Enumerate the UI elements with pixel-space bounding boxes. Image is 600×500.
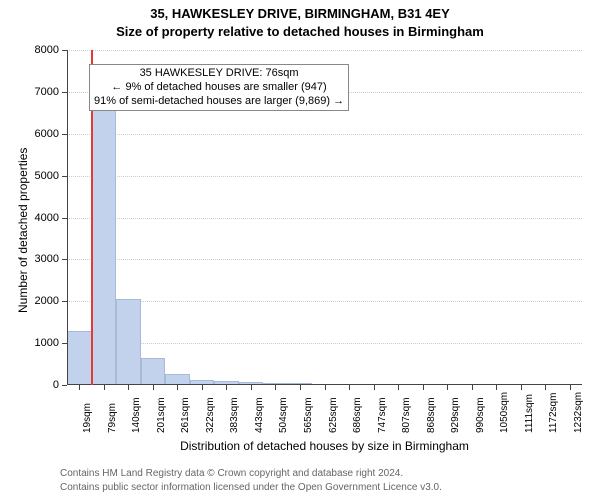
xtick-label: 79sqm — [107, 403, 118, 433]
x-axis-label: Distribution of detached houses by size … — [67, 439, 582, 453]
ytick-label: 7000 — [0, 86, 59, 98]
xtick-mark — [226, 385, 227, 390]
ytick-label: 0 — [0, 379, 59, 391]
ytick-mark — [62, 92, 67, 93]
ytick-label: 2000 — [0, 295, 59, 307]
chart-container: 35, HAWKESLEY DRIVE, BIRMINGHAM, B31 4EY… — [0, 0, 600, 500]
annotation-line: ← 9% of detached houses are smaller (947… — [94, 81, 344, 95]
ytick-label: 1000 — [0, 337, 59, 349]
gridline — [67, 134, 582, 135]
annotation-line: 91% of semi-detached houses are larger (… — [94, 95, 344, 109]
chart-title-line2: Size of property relative to detached ho… — [0, 24, 600, 39]
annotation-line: 35 HAWKESLEY DRIVE: 76sqm — [94, 67, 344, 81]
xtick-label: 1172sqm — [548, 393, 559, 433]
xtick-label: 1111sqm — [524, 394, 535, 433]
xtick-label: 929sqm — [450, 397, 461, 433]
xtick-mark — [423, 385, 424, 390]
chart-title-line1: 35, HAWKESLEY DRIVE, BIRMINGHAM, B31 4EY — [0, 6, 600, 21]
histogram-bar — [141, 358, 166, 385]
ytick-label: 4000 — [0, 212, 59, 224]
xtick-mark — [545, 385, 546, 390]
xtick-label: 19sqm — [82, 403, 93, 433]
xtick-label: 868sqm — [426, 397, 437, 433]
ytick-mark — [62, 50, 67, 51]
xtick-label: 625sqm — [328, 397, 339, 433]
xtick-label: 322sqm — [205, 397, 216, 433]
xtick-label: 1050sqm — [499, 392, 510, 433]
xtick-mark — [251, 385, 252, 390]
xtick-label: 201sqm — [156, 397, 167, 433]
ytick-mark — [62, 176, 67, 177]
xtick-label: 261sqm — [180, 397, 191, 433]
histogram-bar — [92, 107, 117, 385]
xtick-mark — [521, 385, 522, 390]
ytick-mark — [62, 301, 67, 302]
xtick-mark — [275, 385, 276, 390]
xtick-label: 504sqm — [278, 397, 289, 433]
gridline — [67, 218, 582, 219]
xtick-label: 990sqm — [475, 397, 486, 433]
xtick-label: 807sqm — [401, 397, 412, 433]
xtick-mark — [177, 385, 178, 390]
ytick-mark — [62, 385, 67, 386]
xtick-mark — [374, 385, 375, 390]
xtick-label: 443sqm — [254, 397, 265, 433]
xtick-label: 383sqm — [229, 397, 240, 433]
xtick-mark — [153, 385, 154, 390]
xtick-mark — [300, 385, 301, 390]
xtick-mark — [202, 385, 203, 390]
ytick-label: 5000 — [0, 170, 59, 182]
annotation-box: 35 HAWKESLEY DRIVE: 76sqm← 9% of detache… — [89, 64, 349, 111]
xtick-mark — [128, 385, 129, 390]
footer-line-2: Contains public sector information licen… — [60, 482, 442, 493]
xtick-label: 686sqm — [352, 397, 363, 433]
xtick-mark — [472, 385, 473, 390]
ytick-mark — [62, 134, 67, 135]
xtick-mark — [447, 385, 448, 390]
xtick-label: 1232sqm — [573, 392, 584, 433]
xtick-mark — [570, 385, 571, 390]
ytick-mark — [62, 218, 67, 219]
ytick-mark — [62, 259, 67, 260]
xtick-mark — [104, 385, 105, 390]
xtick-mark — [79, 385, 80, 390]
xtick-mark — [496, 385, 497, 390]
gridline — [67, 259, 582, 260]
xtick-mark — [398, 385, 399, 390]
ytick-label: 3000 — [0, 253, 59, 265]
ytick-label: 8000 — [0, 44, 59, 56]
histogram-bar — [116, 299, 141, 385]
xtick-mark — [325, 385, 326, 390]
gridline — [67, 343, 582, 344]
ytick-mark — [62, 343, 67, 344]
xtick-label: 747sqm — [377, 397, 388, 433]
gridline — [67, 301, 582, 302]
ytick-label: 6000 — [0, 128, 59, 140]
xtick-mark — [349, 385, 350, 390]
histogram-bar — [67, 331, 92, 385]
gridline — [67, 50, 582, 51]
gridline — [67, 176, 582, 177]
y-axis-spine — [67, 50, 68, 385]
xtick-label: 140sqm — [131, 397, 142, 433]
xtick-label: 565sqm — [303, 397, 314, 433]
footer-line-1: Contains HM Land Registry data © Crown c… — [60, 468, 403, 479]
